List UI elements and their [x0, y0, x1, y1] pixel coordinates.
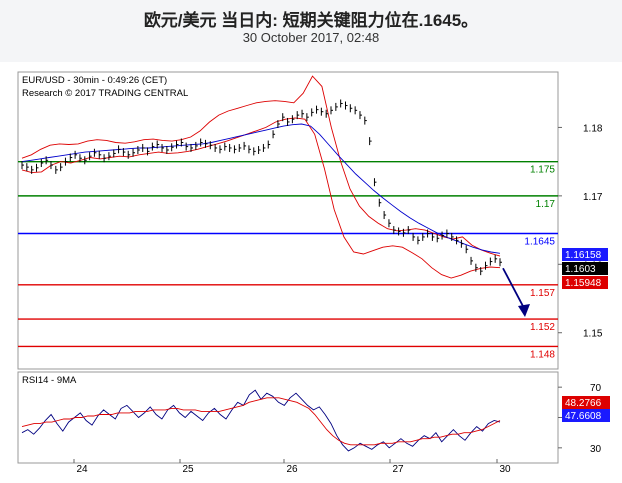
forecast-arrow-shaft	[502, 267, 525, 309]
price-level-label: 1.17	[536, 199, 556, 210]
page-title: 欧元/美元 当日内: 短期关键阻力位在.1645。	[143, 11, 479, 30]
price-level-label: 1.148	[530, 349, 555, 360]
price-tag-label: 1.16158	[565, 250, 602, 261]
chart-info-line-2: Research © 2017 TRADING CENTRAL	[22, 88, 188, 99]
price-tag-box	[562, 276, 608, 289]
chart-info-line-1: EUR/USD - 30min - 0:49:26 (CET)	[22, 75, 167, 86]
price-tag-label: 1.15948	[565, 278, 602, 289]
x-tick-label: 30	[499, 464, 511, 475]
rsi-tick-label: 70	[590, 383, 602, 394]
rsi-tick-label: 30	[590, 444, 602, 455]
rsi-value-tag-box	[562, 409, 610, 422]
rsi-panel-label: RSI14 - 9MA	[22, 375, 77, 386]
y-tick-label: 1.15	[583, 329, 603, 340]
price-level-label: 1.175	[530, 165, 555, 176]
price-level-label: 1.157	[530, 288, 555, 299]
rsi-value-tag-label: 47.6608	[565, 411, 602, 422]
price-level-label: 1.152	[530, 322, 555, 333]
price-level-label: 1.1645	[524, 237, 555, 248]
x-tick-label: 27	[392, 464, 404, 475]
price-tag-box	[562, 262, 608, 275]
y-tick-label: 1.18	[583, 123, 603, 134]
moving-average-line	[21, 123, 501, 254]
x-tick-label: 26	[286, 464, 298, 475]
forecast-arrow-head	[518, 304, 530, 318]
y-tick-label: 1.17	[583, 192, 603, 203]
price-tag-box	[562, 248, 608, 261]
x-tick-label: 24	[76, 464, 88, 475]
lower-band-line	[21, 117, 501, 279]
rsi-value-tag-label: 48.2766	[565, 398, 602, 409]
x-tick-label: 25	[182, 464, 194, 475]
page-subtitle: 30 October 2017, 02:48	[242, 30, 380, 45]
upper-band-line	[21, 75, 501, 257]
rsi-ma-line	[21, 397, 501, 446]
rsi-value-tag-box	[562, 396, 610, 409]
header-bar: 欧元/美元 当日内: 短期关键阻力位在.1645。 30 October 201…	[0, 0, 622, 62]
price-tag-label: 1.1603	[565, 264, 596, 275]
